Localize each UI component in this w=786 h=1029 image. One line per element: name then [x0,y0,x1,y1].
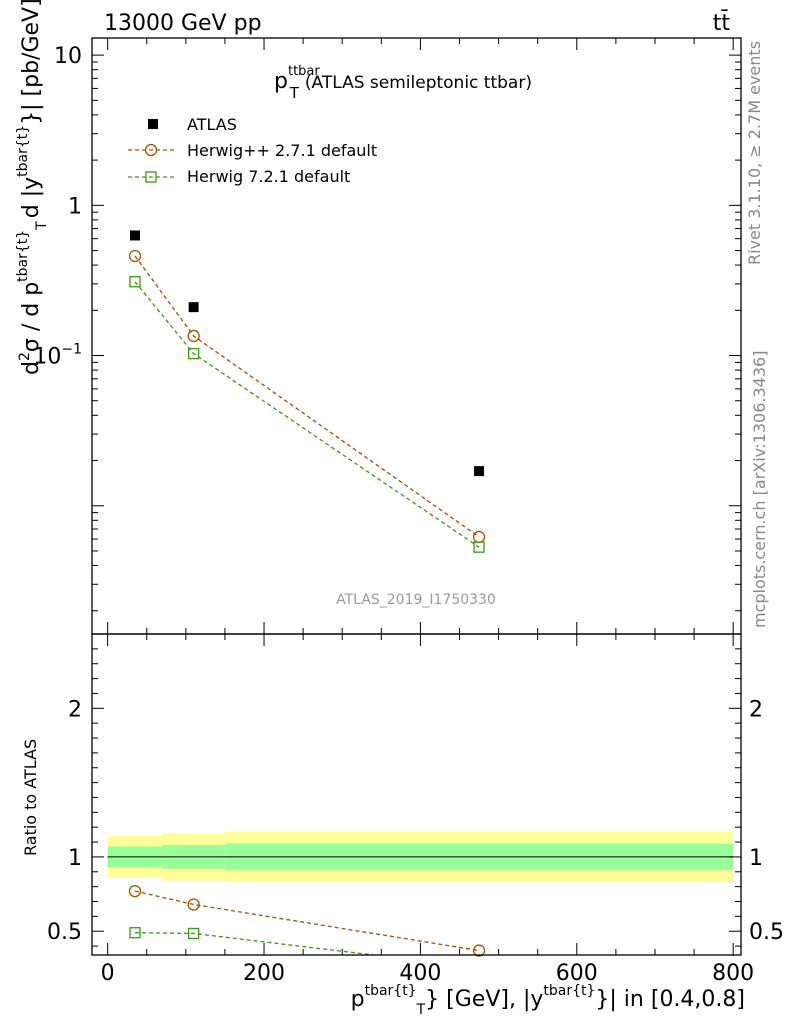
x-tick-label: 400 [399,961,441,986]
legend-item-herwig7: Herwig 7.2.1 default [128,167,350,186]
ratio-y-axis-label: Ratio to ATLAS [21,739,40,856]
legend-item-herwigpp: Herwig++ 2.7.1 default [128,141,377,160]
ratio-y-tick-label-right: 1 [749,846,763,871]
main-panel: 10 1 10−1 [33,37,742,635]
legend-marker-herwigpp [144,143,158,157]
ratio-panel: 0.5 0.5 1 1 2 2 0 200 400 600 800 [47,633,784,986]
header-process-label: tt̄ [713,10,731,36]
ratio-series-line [134,890,480,952]
herwig7-point [188,347,200,360]
herwigpp-ratio-point [128,884,142,898]
main-y-tick-label: 10 [54,44,82,69]
x-tick-label: 0 [101,961,115,986]
rivet-label: Rivet 3.1.10, ≥ 2.7M events [745,41,764,265]
herwig7-point [129,276,141,288]
ratio-y-tick-label: 0.5 [47,920,82,945]
main-y-tick-label: 10−1 [33,342,82,370]
main-series-line [134,255,480,538]
herwigpp-point [128,249,142,263]
legend-label-atlas: ATLAS [187,115,237,134]
atlas-data-point [474,466,485,477]
herwig7-point [473,541,485,553]
ratio-y-tick-label-right: 0.5 [749,920,784,945]
legend-marker-herwig7 [145,171,157,183]
mcplots-label: mcplots.cern.ch [arXiv:1306.3436] [750,351,769,628]
ratio-series-line [134,932,374,956]
header-energy-label: 13000 GeV pp [104,11,262,36]
legend-label-herwigpp: Herwig++ 2.7.1 default [187,141,377,160]
plot-title: pttbar T (ATLAS semileptonic ttbar) [274,64,532,102]
herwig7-ratio-point [129,927,141,939]
main-y-axis-label: d2σ / d ptbar{t}Td |ytbar{t}}| [pb/GeV] [15,0,50,375]
ratio-frame [91,633,742,956]
main-y-tick-label: 1 [68,194,82,219]
atlas-data-point [188,302,199,313]
ratio-y-tick-label: 1 [68,846,82,871]
ratio-y-tick-label: 2 [68,697,82,722]
analysis-watermark: ATLAS_2019_I1750330 [336,592,496,608]
x-tick-label: 800 [712,961,754,986]
herwig7-ratio-point [188,927,200,940]
x-tick-label: 600 [556,961,598,986]
herwigpp-ratio-point [187,898,200,911]
legend: ATLAS Herwig++ 2.7.1 default Herwig 7.2.… [128,115,377,186]
x-axis-label: ptbar{t}T} [GeV], |ytbar{t}}| in [0.4,0.… [351,983,745,1018]
main-series-line [134,281,480,548]
ratio-y-tick-label-right: 2 [749,697,763,722]
herwigpp-ratio-point [472,944,486,957]
x-tick-label: 200 [243,961,285,986]
legend-marker-atlas [148,119,158,129]
herwigpp-point [187,329,200,343]
legend-label-herwig7: Herwig 7.2.1 default [187,167,350,186]
atlas-data-point [130,230,141,241]
legend-item-atlas: ATLAS [148,115,237,134]
